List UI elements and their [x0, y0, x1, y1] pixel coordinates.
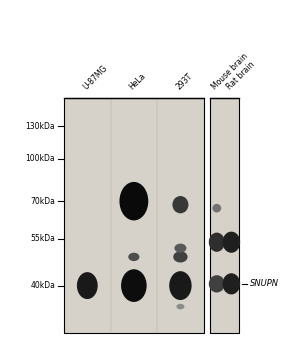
- Text: Rat brain: Rat brain: [225, 60, 256, 91]
- Text: U-87MG: U-87MG: [81, 63, 109, 91]
- Text: 70kDa: 70kDa: [31, 197, 55, 206]
- Ellipse shape: [209, 233, 225, 252]
- Text: 100kDa: 100kDa: [26, 154, 55, 163]
- Ellipse shape: [172, 196, 188, 214]
- Text: 130kDa: 130kDa: [26, 122, 55, 131]
- Text: 55kDa: 55kDa: [31, 234, 55, 243]
- Ellipse shape: [169, 271, 191, 300]
- Ellipse shape: [174, 244, 187, 253]
- Ellipse shape: [212, 204, 221, 212]
- Ellipse shape: [223, 273, 240, 294]
- Ellipse shape: [209, 275, 225, 293]
- Ellipse shape: [176, 304, 184, 309]
- Text: 40kDa: 40kDa: [31, 281, 55, 290]
- Ellipse shape: [223, 232, 240, 253]
- Ellipse shape: [121, 269, 147, 302]
- Ellipse shape: [173, 251, 188, 262]
- Bar: [64, 98, 204, 332]
- Text: 293T: 293T: [174, 71, 194, 91]
- Text: Mouse brain: Mouse brain: [210, 51, 250, 91]
- Ellipse shape: [77, 272, 98, 299]
- Text: SNUPN: SNUPN: [250, 279, 279, 288]
- Text: HeLa: HeLa: [127, 71, 148, 91]
- Bar: [210, 98, 239, 332]
- Ellipse shape: [128, 253, 139, 261]
- Ellipse shape: [119, 182, 148, 220]
